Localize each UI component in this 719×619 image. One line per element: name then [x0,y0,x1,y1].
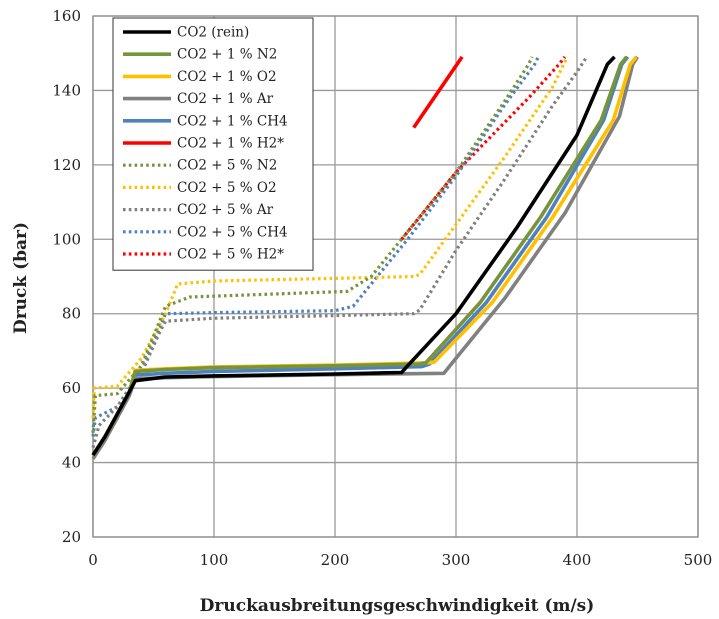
legend: CO2 (rein) CO2 + 1 % N2 CO2 + 1 % O2 CO2 + … [112,17,314,271]
y-axis-label: Druck (bar) [11,222,31,334]
y-tick-label: 40 [62,454,81,472]
legend-label: CO2 + 5 % N2 [177,158,277,174]
y-tick-label: 100 [52,230,81,248]
ticks: 0 100 200 300 400 500 20 40 60 80 100 120 140 160 [52,7,712,569]
y-tick-label: 60 [62,379,81,397]
y-tick-label: 120 [52,156,81,174]
x-tick-label: 0 [88,551,98,569]
y-tick-label: 80 [62,305,81,323]
y-tick-label: 140 [52,81,81,99]
legend-label: CO2 + 5 % H2* [177,247,284,263]
x-tick-label: 500 [684,551,713,569]
x-tick-label: 300 [442,551,471,569]
y-tick-label: 20 [62,528,81,546]
x-axis-label: Druckausbreitungsgeschwindigkeit (m/s) [200,596,595,616]
series-line-co2-rein [91,55,616,457]
plot-frame [92,15,699,538]
legend-label: CO2 + 1 % Ar [177,91,274,107]
x-tick-label: 100 [200,551,229,569]
series-line-co2-5-o2-dotted [91,56,569,418]
x-tick-label: 400 [563,551,592,569]
x-tick-label: 200 [321,551,350,569]
legend-label: CO2 + 1 % H2* [177,136,284,152]
legend-label: CO2 + 5 % Ar [177,202,274,218]
legend-label: CO2 + 1 % CH4 [177,113,288,129]
series-line-co2-1-h2 [412,55,464,129]
series-layer [91,55,640,460]
series-line-co2-5-h2-dotted [400,55,567,241]
legend-label: CO2 + 1 % N2 [177,47,277,63]
legend-label: CO2 + 5 % CH4 [177,224,288,240]
legend-label: CO2 (rein) [177,25,249,41]
legend-label: CO2 + 1 % O2 [177,69,277,85]
legend-label: CO2 + 5 % O2 [177,180,277,196]
series-line-co2-5-n2-dotted [91,56,534,433]
y-tick-label: 160 [52,7,81,25]
